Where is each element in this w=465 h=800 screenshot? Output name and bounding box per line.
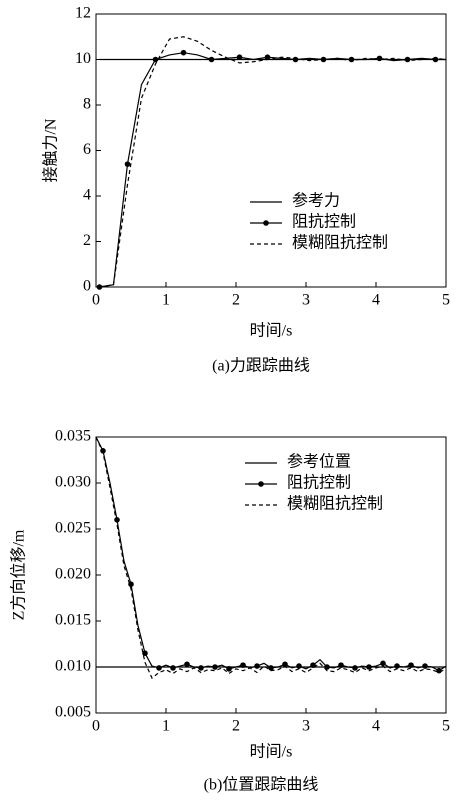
x-axis-label: 时间/s [250, 743, 293, 761]
x-tick-label: 1 [162, 718, 170, 735]
series-line [95, 436, 447, 679]
y-axis-label: 接触力/N [42, 118, 60, 182]
y-tick-label: 0.010 [55, 658, 91, 675]
x-tick-label: 4 [372, 718, 380, 735]
legend-label: 模糊阻抗控制 [287, 495, 383, 513]
marker [394, 663, 400, 669]
x-tick-label: 4 [372, 292, 380, 309]
marker [282, 661, 288, 668]
marker [296, 663, 302, 669]
marker [292, 56, 299, 63]
legend-marker [258, 481, 264, 487]
marker [268, 665, 274, 671]
y-tick-label: 8 [83, 96, 91, 113]
x-tick-label: 0 [92, 718, 100, 735]
marker [376, 55, 383, 62]
marker [142, 650, 148, 656]
marker [240, 662, 246, 668]
marker [180, 49, 187, 56]
marker [264, 54, 271, 61]
x-tick-label: 0 [92, 292, 100, 309]
y-tick-label: 6 [83, 141, 91, 158]
legend-label: 阻抗控制 [287, 474, 351, 492]
marker [432, 56, 439, 63]
y-tick-label: 0.020 [55, 566, 91, 583]
y-tick-label: 0.025 [55, 520, 91, 537]
caption: (a)力跟踪曲线 [212, 357, 310, 375]
x-axis-label: 时间/s [250, 322, 293, 340]
marker [366, 664, 372, 670]
series-line [99, 52, 446, 288]
y-tick-label: 0 [83, 278, 91, 295]
y-tick-label: 10 [75, 50, 91, 67]
marker [436, 667, 442, 674]
marker [100, 448, 106, 454]
marker [208, 56, 215, 63]
y-tick-label: 0.035 [55, 428, 91, 445]
marker [348, 56, 355, 63]
plot-frame [95, 13, 447, 288]
legend-label: 模糊阻抗控制 [292, 234, 388, 252]
x-tick-label: 3 [302, 718, 310, 735]
marker [236, 54, 243, 61]
y-tick-label: 0.005 [55, 704, 91, 721]
y-tick-label: 4 [83, 187, 91, 204]
caption: (b)位置跟踪曲线 [204, 776, 319, 794]
marker [404, 56, 411, 63]
y-tick-label: 12 [75, 5, 91, 22]
x-tick-label: 5 [442, 718, 450, 735]
x-tick-label: 2 [232, 718, 240, 735]
marker [184, 661, 190, 668]
marker [254, 663, 260, 669]
marker [156, 665, 162, 671]
legend-label: 参考力 [292, 192, 340, 210]
marker [226, 666, 232, 672]
marker [170, 665, 176, 671]
series-line [95, 436, 447, 672]
y-tick-label: 2 [83, 232, 91, 249]
marker [422, 663, 428, 669]
x-tick-label: 3 [302, 292, 310, 309]
marker [152, 56, 159, 63]
marker [352, 665, 358, 671]
y-tick-label: 0.030 [55, 474, 91, 491]
legend-label: 阻抗控制 [292, 213, 356, 231]
marker [124, 161, 131, 167]
marker [408, 662, 414, 668]
marker [380, 660, 386, 667]
y-tick-label: 0.015 [55, 612, 91, 629]
legend-marker [263, 220, 269, 226]
marker [338, 662, 344, 668]
x-tick-label: 5 [442, 292, 450, 309]
x-tick-label: 1 [162, 292, 170, 309]
marker [198, 665, 204, 671]
y-axis-label: Z方向位移/m [10, 529, 28, 620]
x-tick-label: 2 [232, 292, 240, 309]
legend-label: 参考位置 [287, 453, 351, 471]
series-line [99, 36, 447, 288]
marker [212, 664, 218, 670]
